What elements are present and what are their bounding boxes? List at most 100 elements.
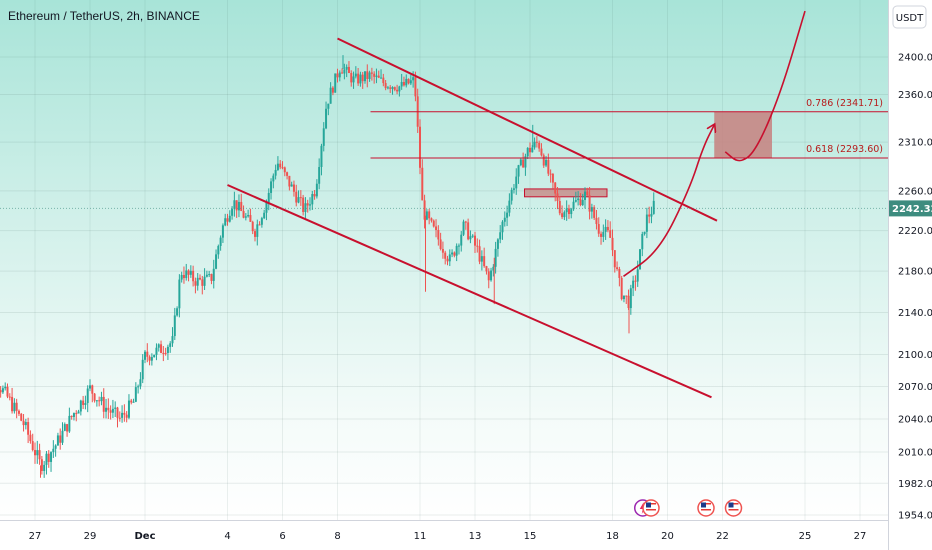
candle-body [107,407,110,411]
candle-body [602,231,605,237]
candle-body [118,417,121,419]
candle-body [375,75,378,77]
candle-body [402,81,405,86]
candle-body [462,221,465,235]
candle-body [506,212,509,218]
flag-stripe [728,512,739,514]
candle-body [192,270,195,282]
candle-body [155,347,158,355]
candle-body [292,184,295,192]
candle-body [474,235,476,246]
candle-body [93,393,96,401]
y-tick-label: 2100.00 [898,350,932,361]
zones [524,111,772,198]
candle-body [446,258,449,262]
candle-body [325,108,328,129]
candle-body [52,448,55,453]
candle-body [290,184,293,187]
candle-body [622,295,625,300]
candle-body [102,396,105,412]
candle-body [72,413,75,417]
candle-body [164,352,167,354]
candle-body [70,415,73,417]
candle-body [29,434,32,442]
candle-body [59,435,62,443]
y-tick-label: 2180.00 [898,267,932,278]
flag-stripe [646,509,656,511]
candle-body [643,231,646,235]
candle-body [414,77,417,97]
candle-body [508,200,511,213]
flag-canton [728,502,734,508]
candle-body [467,222,470,240]
candle-body [50,452,53,462]
candle-body [492,266,495,271]
fib-level-label: 0.618 (2293.60) [806,144,883,155]
candle-body [105,407,108,412]
candle-body [650,213,653,217]
candle-body [620,277,623,300]
candle-body [329,87,332,104]
candle-body [347,66,350,74]
candle-body [364,71,366,82]
candle-body [331,87,334,93]
candle-body [522,159,525,168]
candle-body [384,83,387,89]
candle-body [428,211,431,219]
candle-body [391,87,394,89]
candle-body [380,77,383,79]
candle-body [577,198,580,201]
candle-body [272,175,275,182]
candle-body [134,387,137,402]
candle-body [494,248,497,267]
candle-body [86,388,89,404]
candle-body [274,169,277,176]
candle-body [189,270,192,275]
candle-body [89,385,91,389]
candle-body [352,76,355,83]
candle-body [283,167,286,173]
candle-body [439,239,442,249]
candle-body [254,231,256,237]
candle-body [563,212,566,218]
candle-body [221,225,224,238]
currency-button[interactable]: USDT [892,5,927,29]
candle-body [235,200,238,211]
candle-body [47,453,50,462]
candle-body [84,403,87,405]
y-tick-label: 2070.00 [898,382,932,393]
candle-body [503,217,506,222]
candle-body [36,450,39,456]
candle-body [82,400,85,405]
candle-body [586,191,589,196]
candle-body [421,167,424,201]
candle-body [98,400,101,402]
us-flag-event-icon [697,499,715,517]
candle-body [45,453,48,465]
candle-body [141,359,144,380]
candle-body [634,280,637,282]
y-tick-label: 2010.00 [898,448,932,459]
candle-body [409,80,412,84]
candle-body [160,344,163,353]
flag-stripe [701,509,711,511]
candle-body [205,274,208,277]
candle-body [464,221,467,223]
candle-body [396,89,399,92]
candle-body [570,209,573,215]
x-tick-label: 11 [414,531,427,542]
candle-body [148,356,151,361]
candle-body [127,400,130,418]
candle-body [304,203,307,212]
candle-body [412,77,415,81]
annotations: 0.786 (2341.71) 0.618 (2293.60) [0,10,888,399]
x-tick-label: 29 [84,531,97,542]
candle-body [341,72,344,74]
candle-body [137,386,140,388]
candle-body [595,217,598,225]
candle-body [515,176,518,189]
candle-body [370,72,373,74]
candle-body [606,226,609,231]
